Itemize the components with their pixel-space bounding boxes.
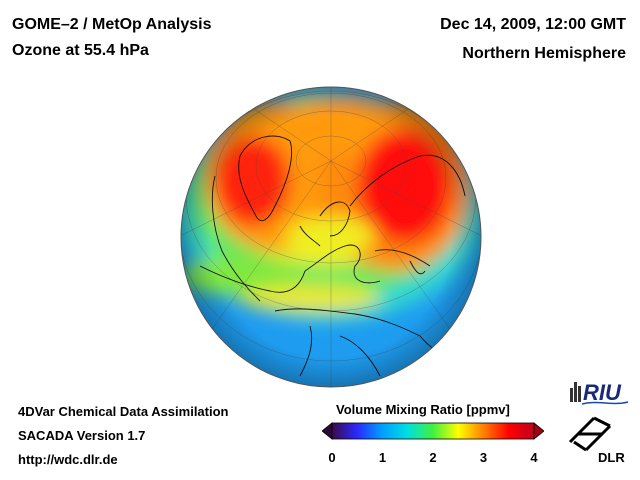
footer-line-version: SACADA Version 1.7 <box>18 428 146 443</box>
colorbar-tick-label: 3 <box>479 450 488 465</box>
colorbar-high-arrow <box>533 422 544 440</box>
svg-text:RIU: RIU <box>583 380 622 405</box>
footer-line-url: http://wdc.dlr.de <box>18 452 118 467</box>
colorbar-tick-label: 2 <box>429 450 437 465</box>
svg-text:DLR: DLR <box>598 450 625 465</box>
colorbar-low-arrow <box>322 422 333 440</box>
dlr-logo: DLR <box>568 416 625 465</box>
colorbar-tick-label: 4 <box>530 450 538 465</box>
ozone-globe <box>180 86 482 388</box>
map-title: GOME–2 / MetOp Analysis <box>12 16 212 33</box>
colorbar <box>322 422 544 440</box>
riu-logo: RIU <box>570 380 629 405</box>
map-subtitle: Ozone at 55.4 hPa <box>12 42 149 59</box>
map-date: Dec 14, 2009, 12:00 GMT <box>440 16 626 33</box>
colorbar-tick-label: 0 <box>328 450 336 465</box>
colorbar-bar <box>331 422 535 440</box>
colorbar-tick-label: 1 <box>378 450 387 465</box>
colorbar-title: Volume Mixing Ratio [ppmv] <box>336 402 510 417</box>
footer-line-assimilation: 4DVar Chemical Data Assimilation <box>18 404 229 419</box>
map-region: Northern Hemisphere <box>462 45 626 62</box>
